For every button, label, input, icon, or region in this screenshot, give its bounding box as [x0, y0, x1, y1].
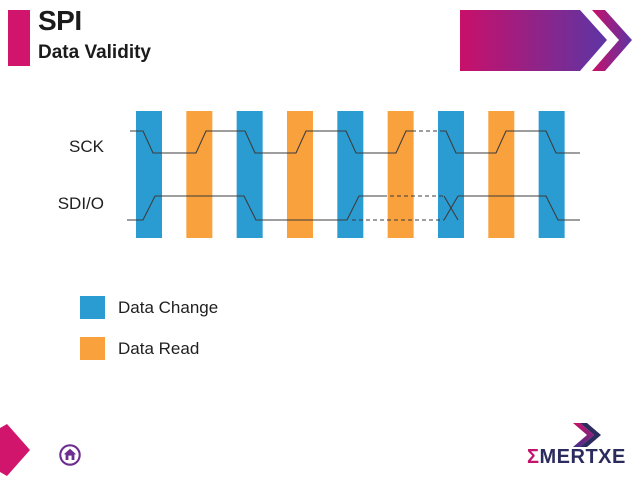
timing-diagram [127, 111, 580, 238]
banner-arrow-shape [460, 10, 607, 71]
legend-item-data-change: Data Change [80, 296, 218, 319]
bar-read [387, 111, 414, 238]
legend-label: Data Read [118, 339, 200, 358]
sdio-waveform [127, 195, 580, 221]
data-change-swatch [80, 296, 105, 319]
signal-label-sck: SCK [69, 137, 104, 156]
legend-label: Data Change [118, 298, 219, 317]
logo-sigma: Σ [527, 446, 540, 468]
sdio-waveform-dashed [352, 195, 444, 221]
diagram-bars [136, 111, 565, 238]
bar-read [488, 111, 515, 238]
legend-item-data-read: Data Read [80, 337, 218, 360]
legend: Data Change Data Read [80, 296, 218, 378]
home-icon-glyph [63, 448, 77, 460]
title-accent-bar [8, 10, 30, 66]
banner-chevron-shape [592, 10, 632, 71]
home-button[interactable] [58, 443, 82, 467]
bar-read [186, 111, 213, 238]
home-icon-door [68, 455, 72, 460]
arrow-banner-icon [460, 10, 632, 71]
page-title: SPI [38, 5, 82, 36]
brand-logo: ΣMERTXE [527, 446, 626, 469]
corner-arrow-icon [0, 424, 30, 476]
page-subtitle: Data Validity [38, 42, 151, 63]
data-read-swatch [80, 337, 105, 360]
logo-name: MERTXE [539, 446, 626, 468]
logo-chevron-icon [573, 423, 601, 447]
bar-change [538, 111, 565, 238]
sck-waveform [130, 130, 580, 154]
bar-change [437, 111, 464, 238]
signal-label-sdio: SDI/O [57, 194, 104, 213]
bar-change [236, 111, 263, 238]
bar-change [136, 111, 162, 238]
bar-read [286, 111, 313, 238]
bar-change [337, 111, 364, 238]
